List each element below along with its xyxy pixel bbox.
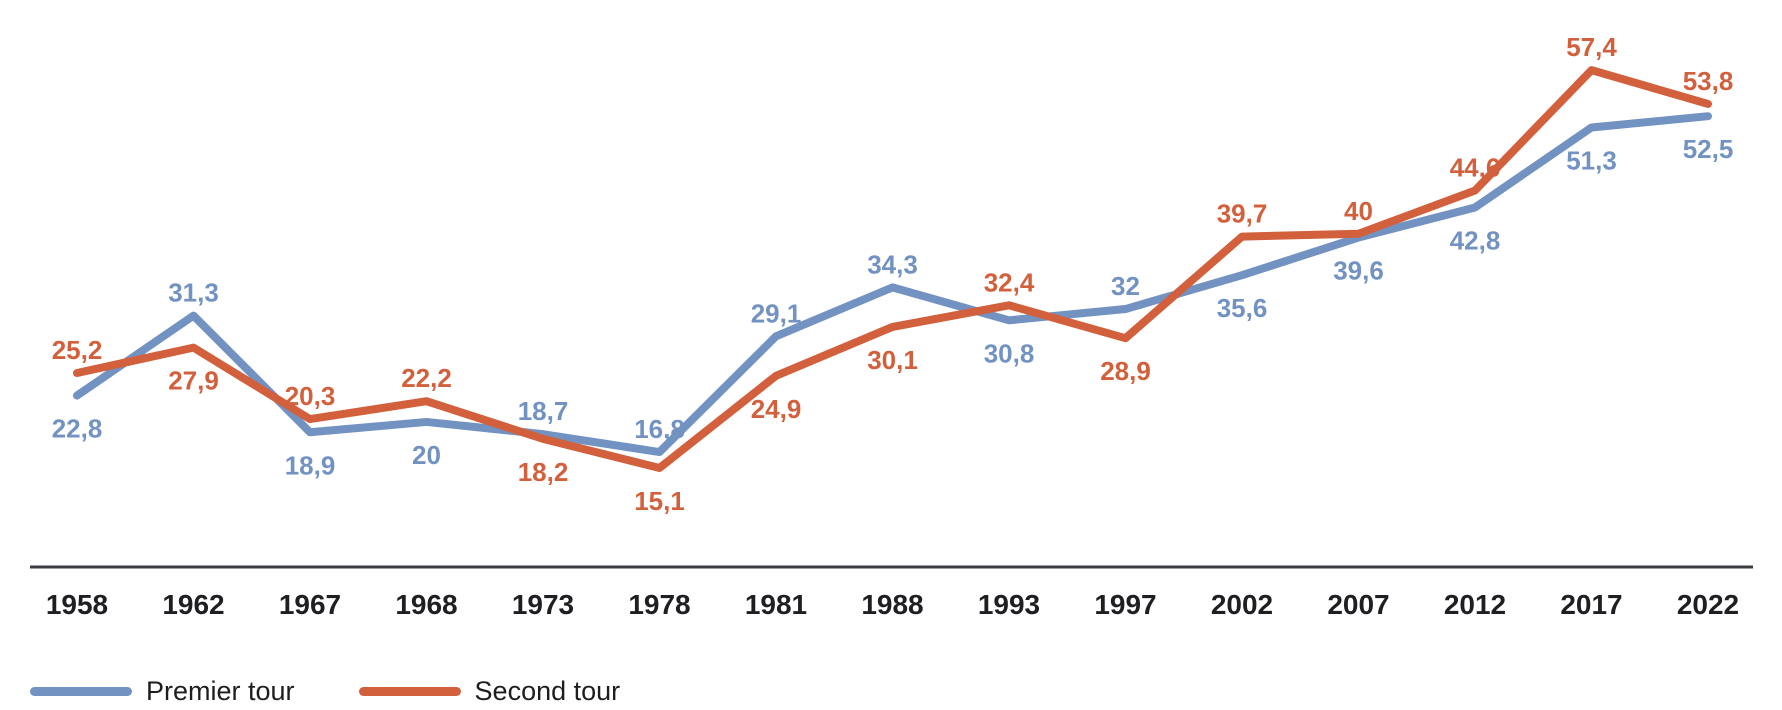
value-label-second-tour-2012: 44,6 <box>1450 153 1501 183</box>
x-tick-label-1993: 1993 <box>978 589 1040 620</box>
value-label-premier-tour-1962: 31,3 <box>168 278 219 308</box>
value-label-second-tour-1981: 24,9 <box>751 394 802 424</box>
value-label-second-tour-1993: 32,4 <box>984 267 1035 297</box>
value-label-second-tour-1967: 20,3 <box>285 381 336 411</box>
legend-label-premier-tour: Premier tour <box>146 676 295 706</box>
legend-item-second-tour: Second tour <box>358 676 621 706</box>
value-label-second-tour-1962: 27,9 <box>168 366 219 396</box>
legend-item-premier-tour: Premier tour <box>30 678 295 705</box>
x-tick-label-1997: 1997 <box>1094 589 1156 620</box>
value-label-second-tour-1968: 22,2 <box>401 363 452 393</box>
x-tick-label-2017: 2017 <box>1560 589 1622 620</box>
value-label-second-tour-1997: 28,9 <box>1100 356 1151 386</box>
value-label-premier-tour-1988: 34,3 <box>867 249 918 279</box>
value-label-premier-tour-1958: 22,8 <box>52 414 103 444</box>
value-label-premier-tour-1993: 30,8 <box>984 338 1035 368</box>
value-label-premier-tour-1973: 18,7 <box>518 396 569 426</box>
value-label-second-tour-2022: 53,8 <box>1683 66 1734 96</box>
value-label-premier-tour-1997: 32 <box>1111 271 1140 301</box>
value-label-second-tour-1958: 25,2 <box>52 335 103 365</box>
value-label-premier-tour-2002: 35,6 <box>1217 293 1268 323</box>
x-tick-label-2002: 2002 <box>1211 589 1273 620</box>
value-label-second-tour-1988: 30,1 <box>867 345 918 375</box>
series-line-second-tour <box>73 66 1712 473</box>
x-tick-label-1988: 1988 <box>861 589 923 620</box>
x-tick-label-1967: 1967 <box>279 589 341 620</box>
x-tick-label-1981: 1981 <box>745 589 807 620</box>
x-tick-label-1968: 1968 <box>395 589 457 620</box>
value-label-second-tour-2007: 40 <box>1344 196 1373 226</box>
x-tick-label-2012: 2012 <box>1444 589 1506 620</box>
premier-tour-swatch-icon <box>30 687 132 696</box>
x-tick-label-1958: 1958 <box>46 589 108 620</box>
value-label-premier-tour-2017: 51,3 <box>1566 145 1617 175</box>
x-tick-label-2022: 2022 <box>1677 589 1739 620</box>
value-label-premier-tour-1981: 29,1 <box>751 298 802 328</box>
x-tick-label-2007: 2007 <box>1327 589 1389 620</box>
legend-label-second-tour: Second tour <box>474 676 621 706</box>
value-label-premier-tour-2012: 42,8 <box>1450 225 1501 255</box>
value-label-premier-tour-1967: 18,9 <box>285 450 336 480</box>
value-label-second-tour-2017: 57,4 <box>1566 32 1617 62</box>
value-label-second-tour-1973: 18,2 <box>518 457 569 487</box>
value-label-premier-tour-2007: 39,6 <box>1333 256 1384 286</box>
second-tour-swatch-icon <box>358 687 461 696</box>
value-label-premier-tour-1978: 16,8 <box>634 414 685 444</box>
value-label-premier-tour-1968: 20 <box>412 440 441 470</box>
series-line-premier-tour <box>73 112 1712 457</box>
value-label-second-tour-1978: 15,1 <box>634 486 685 516</box>
x-tick-label-1973: 1973 <box>512 589 574 620</box>
chart-legend: Premier tour Second tour <box>30 678 620 705</box>
value-label-second-tour-2002: 39,7 <box>1217 199 1268 229</box>
x-tick-label-1962: 1962 <box>162 589 224 620</box>
x-tick-label-1978: 1978 <box>628 589 690 620</box>
value-label-premier-tour-2022: 52,5 <box>1683 134 1734 164</box>
